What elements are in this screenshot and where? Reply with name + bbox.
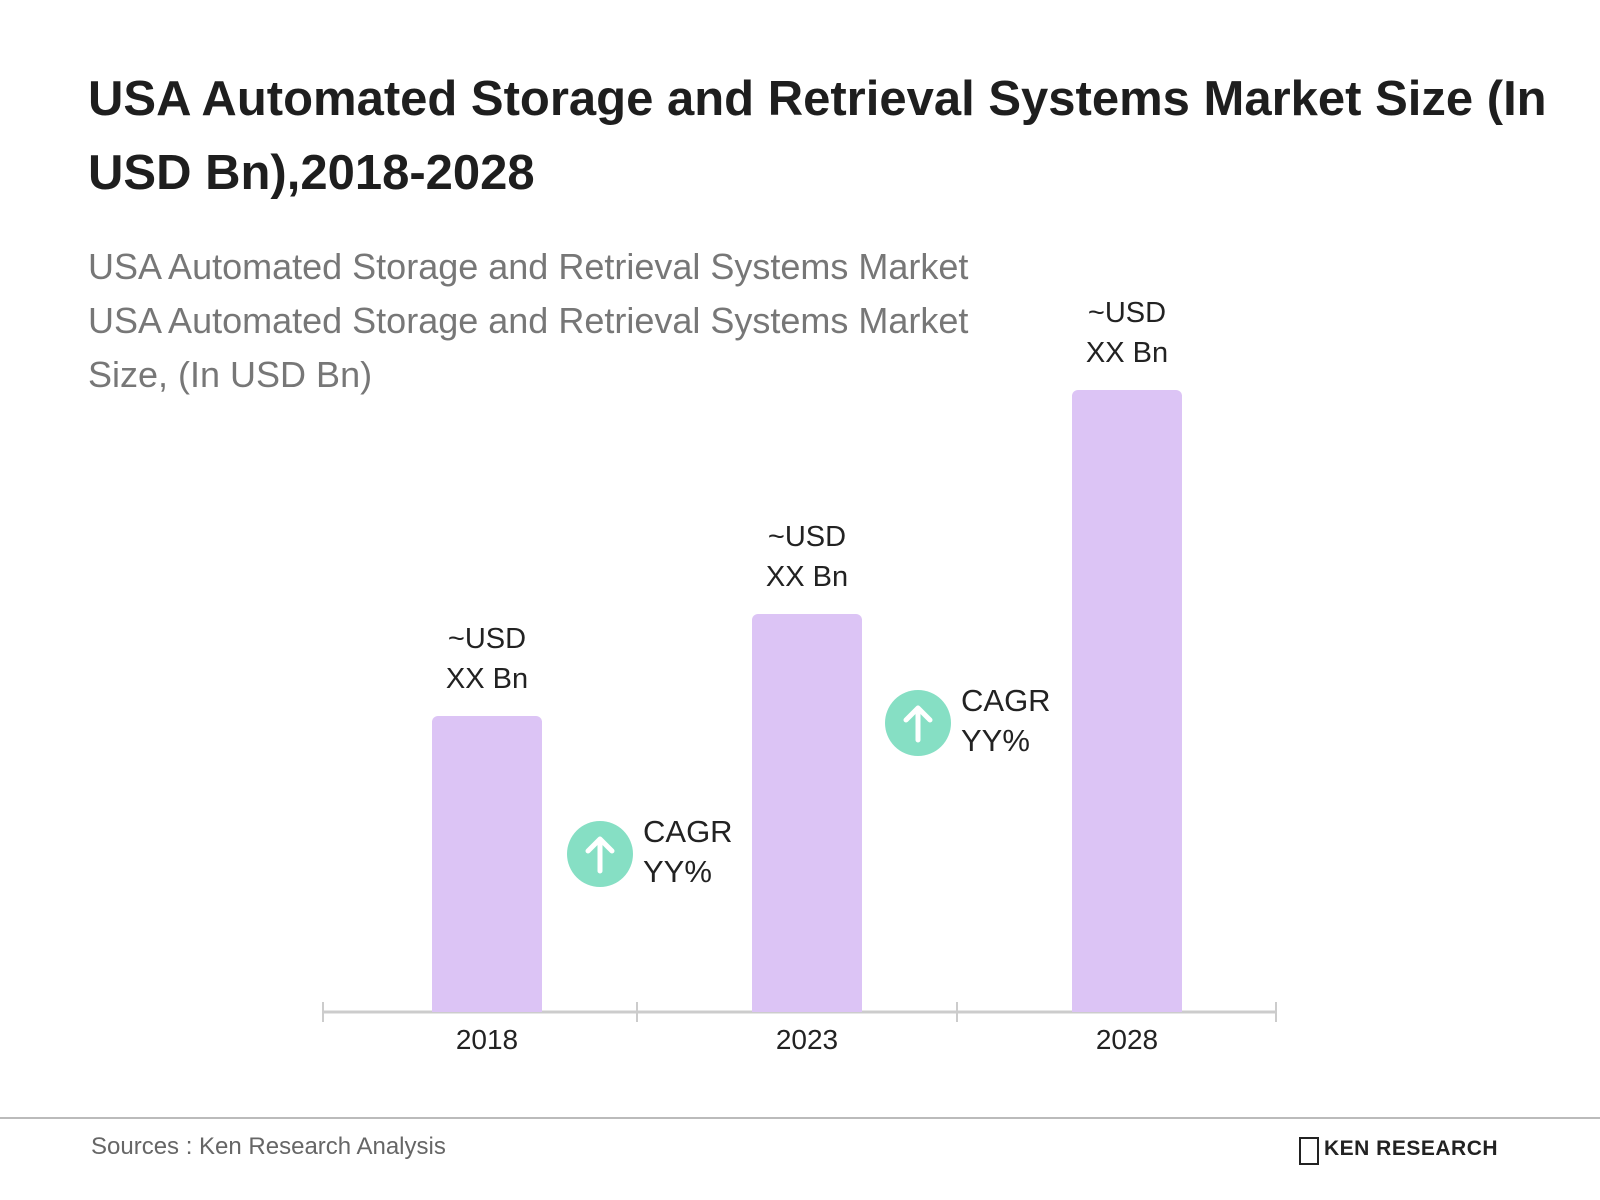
cagr-arrow bbox=[885, 690, 951, 756]
bar bbox=[752, 614, 862, 1012]
data-label: ~USD XX Bn bbox=[765, 521, 849, 594]
cagr-label: CAGR YY% bbox=[643, 814, 733, 889]
chart-subtitle: USA Automated Storage and Retrieval Syst… bbox=[88, 246, 969, 395]
cagr-label: CAGR YY% bbox=[961, 683, 1051, 758]
cagr-icon bbox=[567, 821, 633, 887]
data-label: ~USD XX Bn bbox=[445, 623, 529, 696]
source-note: Sources : Ken Research Analysis bbox=[91, 1133, 446, 1160]
chart-title: USA Automated Storage and Retrieval Syst… bbox=[88, 72, 1547, 200]
logo-icon bbox=[1299, 1137, 1319, 1165]
cagr-icon bbox=[885, 690, 951, 756]
x-tick-label: 2018 bbox=[455, 1024, 519, 1055]
cagr-arrow bbox=[567, 821, 633, 887]
bar bbox=[432, 716, 542, 1012]
logo: KEN RESEARCH bbox=[1324, 1137, 1499, 1160]
x-tick-label: 2028 bbox=[1095, 1024, 1159, 1055]
x-tick-label: 2023 bbox=[775, 1024, 839, 1055]
bar bbox=[1072, 389, 1182, 1012]
data-label: ~USD XX Bn bbox=[1085, 296, 1169, 369]
